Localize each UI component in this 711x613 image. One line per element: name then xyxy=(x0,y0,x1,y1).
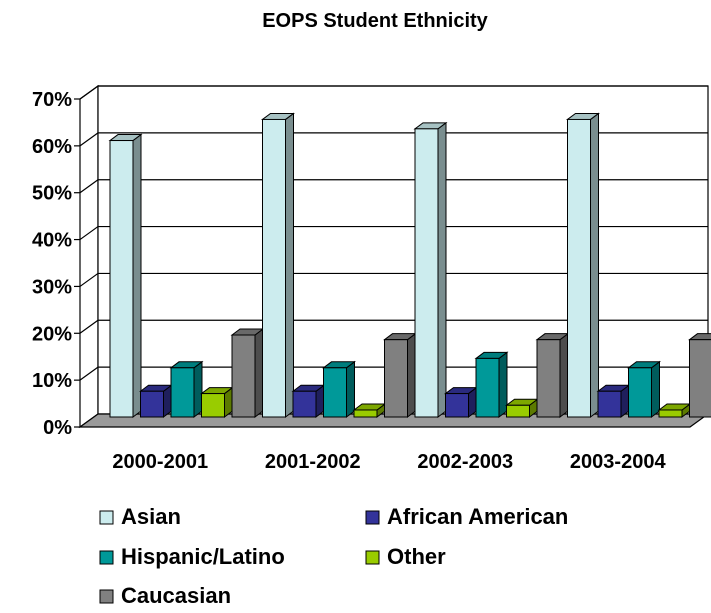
bar-front xyxy=(536,339,561,418)
bar xyxy=(139,384,173,418)
bar-side xyxy=(651,360,660,418)
y-tick-label: 60% xyxy=(32,136,72,158)
legend-entry: African American xyxy=(365,504,568,529)
bar-side xyxy=(498,351,508,418)
y-tick-label: 50% xyxy=(32,183,72,205)
bar xyxy=(474,351,509,418)
legend-entry: Asian xyxy=(99,504,181,529)
bar-side xyxy=(285,112,294,418)
bar xyxy=(169,360,204,418)
legend: Asian African American Hispanic/Latino Othe… xyxy=(99,504,568,608)
bar-front xyxy=(689,339,711,418)
gridline xyxy=(79,319,708,334)
bar xyxy=(322,360,356,418)
bar-side xyxy=(346,360,355,418)
bar xyxy=(352,402,387,418)
legend-swatch xyxy=(365,510,380,525)
legend-label: Asian xyxy=(121,504,181,529)
bars xyxy=(108,112,711,418)
bar xyxy=(688,333,711,418)
y-tick-label: 70% xyxy=(32,89,72,111)
legend-swatch xyxy=(99,589,114,604)
bar-side xyxy=(437,121,447,418)
bar xyxy=(535,332,570,418)
bar-side xyxy=(590,112,599,418)
bar xyxy=(383,332,417,418)
legend-entry: Hispanic/Latino xyxy=(99,544,285,569)
legend-swatch xyxy=(99,510,114,525)
legend-label: Other xyxy=(387,544,446,569)
bar-front xyxy=(445,393,469,418)
bar-side xyxy=(559,332,569,418)
legend-entry: Caucasian xyxy=(99,583,231,608)
bar-front xyxy=(323,367,347,418)
y-tick-label: 10% xyxy=(32,370,72,392)
bar-side xyxy=(132,133,142,418)
gridline xyxy=(79,225,708,241)
bar-front xyxy=(567,118,591,418)
y-tick-label: 20% xyxy=(32,323,72,345)
x-axis-labels: 2000-2001 2001-2002 2002-2003 2003-2004 xyxy=(112,451,666,473)
x-tick-label: 2002-2003 xyxy=(417,451,513,473)
y-tick-label: 0% xyxy=(43,417,72,439)
side-wall xyxy=(79,84,99,429)
y-tick-label: 40% xyxy=(32,230,72,252)
legend-label: Caucasian xyxy=(121,583,231,608)
bar-front xyxy=(231,334,256,418)
chart-title: EOPS Student Ethnicity xyxy=(262,10,488,32)
y-axis-ticks: 0% 10% 20% 30% 40% 50% 60% 70% xyxy=(32,85,708,439)
bar-front xyxy=(628,367,652,418)
gridline xyxy=(79,85,708,100)
bar-front xyxy=(506,404,530,418)
legend-swatch xyxy=(365,550,380,565)
bar-front xyxy=(384,339,408,418)
bar-front xyxy=(292,390,317,418)
bar xyxy=(627,360,661,418)
bar xyxy=(505,398,539,418)
gridline xyxy=(79,132,708,147)
bar-front xyxy=(658,409,683,418)
bar xyxy=(200,386,234,418)
bar-front xyxy=(140,390,164,418)
bar xyxy=(230,328,265,418)
x-tick-label: 2000-2001 xyxy=(112,451,208,473)
bar xyxy=(566,112,600,418)
bar xyxy=(413,121,448,418)
bar-front xyxy=(597,390,622,418)
bar-front xyxy=(353,409,378,418)
bar xyxy=(261,112,295,418)
bar xyxy=(108,133,143,418)
bar-front xyxy=(262,118,286,418)
gridline xyxy=(79,272,708,287)
y-tick-label: 30% xyxy=(32,276,72,298)
legend-label: African American xyxy=(387,504,568,529)
bar-front xyxy=(475,357,500,418)
bar-side xyxy=(407,332,416,418)
bar xyxy=(596,384,631,418)
legend-label: Hispanic/Latino xyxy=(121,544,285,569)
bar-front xyxy=(170,367,195,418)
bar-front xyxy=(201,393,225,418)
bar-front xyxy=(414,128,439,418)
bar-side xyxy=(193,360,203,418)
bar-front xyxy=(109,140,134,418)
legend-swatch xyxy=(99,550,114,565)
x-tick-label: 2003-2004 xyxy=(570,451,667,473)
bar-side xyxy=(254,328,264,418)
gridline xyxy=(79,179,708,194)
bar xyxy=(444,386,478,418)
bar xyxy=(657,402,692,418)
bar xyxy=(291,384,326,418)
x-tick-label: 2001-2002 xyxy=(265,451,361,473)
legend-entry: Other xyxy=(365,544,446,569)
